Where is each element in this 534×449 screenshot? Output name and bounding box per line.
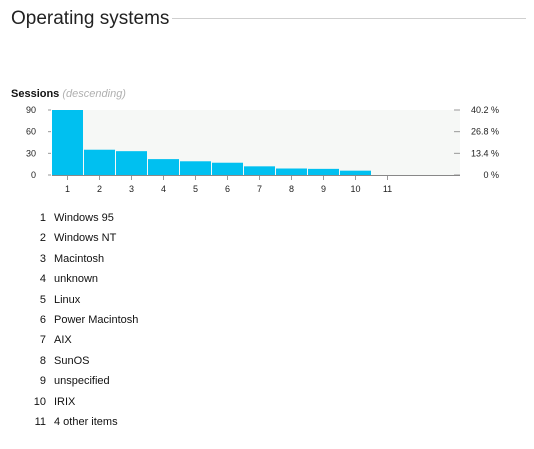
legend-item: 8 SunOS bbox=[30, 355, 138, 375]
legend-item-label: Power Macintosh bbox=[54, 313, 139, 326]
x-tick-label-9: 9 bbox=[321, 184, 326, 194]
x-tick-label-5: 5 bbox=[193, 184, 198, 194]
legend-item: 7 AIX bbox=[30, 334, 138, 354]
y-tick-left: 90 bbox=[26, 105, 36, 115]
y-tick-right: 40.2 % bbox=[471, 105, 499, 115]
legend-item: 5 Linux bbox=[30, 294, 138, 314]
x-tick-label-6: 6 bbox=[225, 184, 230, 194]
legend-item-number: 11 bbox=[34, 415, 46, 428]
legend-item-label: SunOS bbox=[54, 354, 90, 367]
x-tick-label-3: 3 bbox=[129, 184, 134, 194]
bar-1 bbox=[52, 110, 83, 175]
legend-item: 9 unspecified bbox=[30, 375, 138, 395]
x-tick-label-8: 8 bbox=[289, 184, 294, 194]
x-tick-label-7: 7 bbox=[257, 184, 262, 194]
legend-item-label: IRIX bbox=[54, 395, 76, 408]
chart-metric-label: Sessions bbox=[11, 88, 60, 100]
legend-item-label: unknown bbox=[54, 273, 99, 286]
legend-item-number: 1 bbox=[39, 212, 46, 224]
chart-header: Sessions (descending) bbox=[11, 88, 126, 100]
legend-item-number: 10 bbox=[33, 395, 46, 408]
legend-item-label: 4 other items bbox=[54, 415, 118, 428]
category-legend: 1 Windows 95 2 Windows NT 3 Macintosh 4 unknown… bbox=[30, 212, 139, 436]
legend-item: 3 Macintosh bbox=[30, 253, 138, 273]
legend-item-number: 3 bbox=[39, 252, 46, 265]
legend-item-number: 5 bbox=[39, 293, 46, 306]
section-title: Operating systems bbox=[11, 8, 170, 29]
bar-3 bbox=[116, 151, 147, 175]
legend-item-number: 4 bbox=[39, 273, 46, 286]
legend-item: 4 unknown bbox=[30, 273, 138, 293]
legend-item: 6 Power Macintosh bbox=[30, 313, 139, 334]
y-tick-left: 60 bbox=[26, 127, 36, 137]
y-tick-right: 13.4 % bbox=[471, 148, 499, 158]
legend-item-label: Linux bbox=[54, 293, 81, 306]
legend-item-number: 7 bbox=[39, 334, 46, 347]
y-tick-right: 0 % bbox=[483, 170, 499, 180]
legend-item: 10 IRIX bbox=[30, 396, 138, 416]
legend-item-label: unspecified bbox=[54, 375, 110, 388]
bar-9 bbox=[308, 168, 339, 175]
legend-item-number: 8 bbox=[39, 354, 46, 367]
legend-item: 2 Windows NT bbox=[30, 232, 138, 252]
y-tick-right: 26.8 % bbox=[471, 127, 499, 137]
section-divider bbox=[172, 18, 526, 19]
bar-10 bbox=[340, 170, 371, 175]
bar-2 bbox=[84, 149, 115, 175]
x-tick-label-4: 4 bbox=[161, 184, 166, 194]
legend-item-number: 2 bbox=[39, 232, 46, 245]
x-tick-label-1: 1 bbox=[65, 184, 70, 194]
x-tick-label-11: 11 bbox=[383, 184, 392, 194]
chart-sort-label: (descending) bbox=[62, 88, 126, 100]
legend-item-number: 9 bbox=[39, 375, 46, 388]
bar-4 bbox=[148, 159, 179, 175]
legend-item-number: 6 bbox=[39, 313, 46, 326]
y-tick-left: 0 bbox=[31, 170, 36, 180]
section-header: Operating systems bbox=[11, 8, 526, 32]
legend-item: 11 4 other items bbox=[30, 416, 138, 436]
bar-7 bbox=[244, 166, 275, 175]
x-tick-label-10: 10 bbox=[350, 184, 360, 194]
legend-item-label: Windows 95 bbox=[54, 212, 114, 224]
bar-8 bbox=[276, 168, 307, 175]
y-tick-left: 30 bbox=[26, 148, 36, 158]
x-tick-label-2: 2 bbox=[97, 184, 102, 194]
legend-item-label: Macintosh bbox=[54, 252, 105, 265]
bar-6 bbox=[212, 162, 243, 175]
legend-item: 1 Windows 95 bbox=[30, 212, 138, 232]
legend-item-label: Windows NT bbox=[54, 232, 117, 245]
bar-5 bbox=[180, 161, 211, 175]
legend-item-label: AIX bbox=[54, 334, 72, 347]
